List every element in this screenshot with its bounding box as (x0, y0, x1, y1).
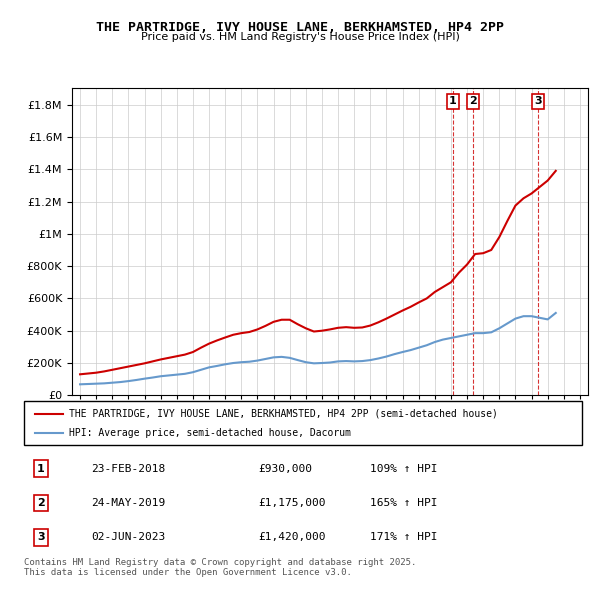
Text: Contains HM Land Registry data © Crown copyright and database right 2025.
This d: Contains HM Land Registry data © Crown c… (24, 558, 416, 577)
Text: THE PARTRIDGE, IVY HOUSE LANE, BERKHAMSTED, HP4 2PP: THE PARTRIDGE, IVY HOUSE LANE, BERKHAMST… (96, 21, 504, 34)
Text: 24-MAY-2019: 24-MAY-2019 (91, 498, 165, 508)
Text: 1: 1 (37, 464, 44, 474)
Text: 2: 2 (37, 498, 44, 508)
Text: £1,420,000: £1,420,000 (259, 532, 326, 542)
Text: £930,000: £930,000 (259, 464, 313, 474)
Text: 3: 3 (535, 96, 542, 106)
Text: 109% ↑ HPI: 109% ↑ HPI (370, 464, 437, 474)
Text: 165% ↑ HPI: 165% ↑ HPI (370, 498, 437, 508)
Text: THE PARTRIDGE, IVY HOUSE LANE, BERKHAMSTED, HP4 2PP (semi-detached house): THE PARTRIDGE, IVY HOUSE LANE, BERKHAMST… (68, 409, 497, 418)
Text: 23-FEB-2018: 23-FEB-2018 (91, 464, 165, 474)
Text: 2: 2 (469, 96, 477, 106)
Text: £1,175,000: £1,175,000 (259, 498, 326, 508)
Text: 02-JUN-2023: 02-JUN-2023 (91, 532, 165, 542)
Text: 171% ↑ HPI: 171% ↑ HPI (370, 532, 437, 542)
Text: HPI: Average price, semi-detached house, Dacorum: HPI: Average price, semi-detached house,… (68, 428, 350, 438)
Text: 1: 1 (449, 96, 457, 106)
Text: 3: 3 (37, 532, 44, 542)
Text: Price paid vs. HM Land Registry's House Price Index (HPI): Price paid vs. HM Land Registry's House … (140, 32, 460, 42)
FancyBboxPatch shape (24, 401, 582, 445)
